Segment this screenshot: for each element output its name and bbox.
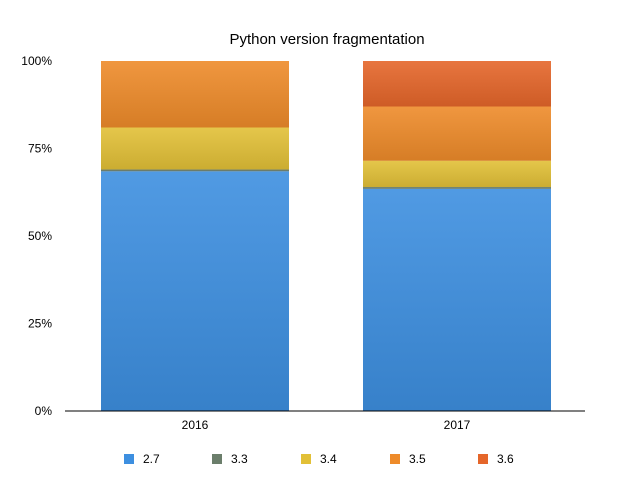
legend-swatch-3-4 [301,454,311,464]
legend-swatch-3-5 [390,454,400,464]
y-tick-label: 25% [28,317,52,331]
y-tick-label: 0% [35,404,53,418]
y-tick-label: 75% [28,142,52,156]
legend-label: 3.4 [320,452,337,466]
legend-label: 3.3 [231,452,248,466]
legend-label: 3.5 [409,452,426,466]
bar-shading [101,61,289,128]
x-tick-label: 2016 [182,418,209,432]
bar-shading [363,106,551,161]
y-tick-label: 100% [21,54,52,68]
legend-swatch-2-7 [124,454,134,464]
bar-shading [363,187,551,189]
chart-title: Python version fragmentation [229,31,424,48]
bar-shading [363,61,551,107]
x-tick-label: 2017 [444,418,471,432]
legend-swatch-3-3 [212,454,222,464]
bar-shading [101,169,289,172]
bar-shading [101,127,289,170]
bar-shading [363,188,551,411]
legend-label: 2.7 [143,452,160,466]
legend-label: 3.6 [497,452,514,466]
bar-shading [101,171,289,411]
bar-shading [363,160,551,187]
y-tick-label: 50% [28,229,52,243]
legend-swatch-3-6 [478,454,488,464]
